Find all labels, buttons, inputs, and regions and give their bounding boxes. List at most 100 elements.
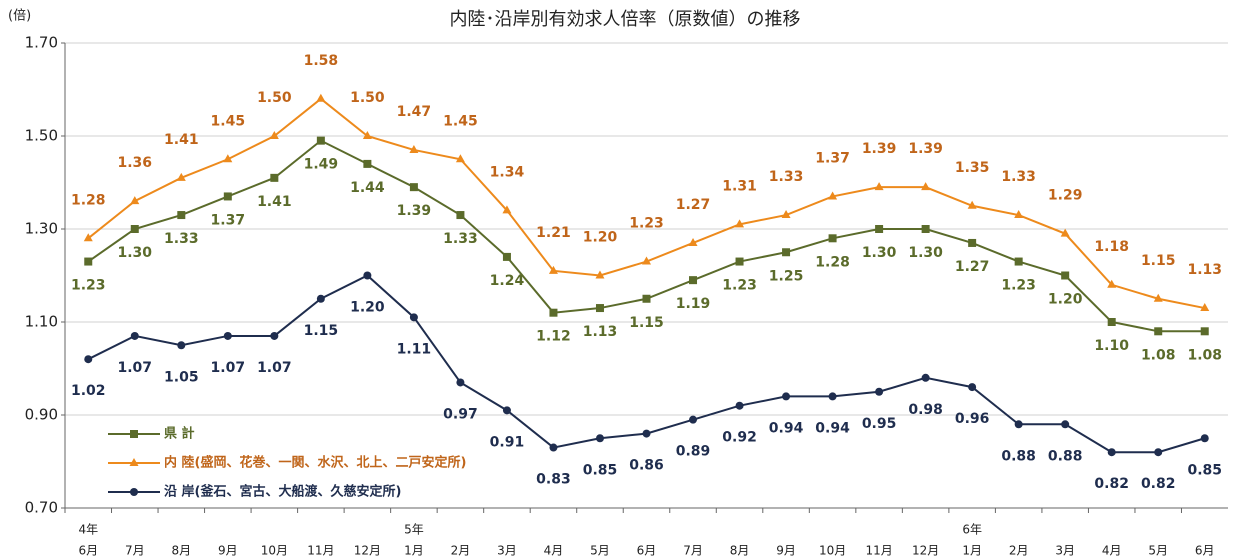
marker (409, 313, 418, 322)
value-label: 1.05 (164, 369, 199, 385)
value-label: 1.08 (1187, 347, 1222, 363)
value-label: 1.50 (350, 90, 385, 106)
marker (83, 233, 93, 242)
value-label: 0.96 (955, 411, 990, 427)
x-tick-label: 2月 (451, 544, 471, 558)
marker (595, 434, 604, 443)
marker (270, 173, 279, 182)
y-tick-label: 0.70 (25, 499, 58, 517)
marker (688, 237, 698, 246)
marker (409, 144, 419, 153)
marker (735, 219, 745, 228)
value-label: 0.94 (769, 420, 804, 436)
marker (177, 341, 186, 350)
marker (455, 154, 465, 163)
value-label: 0.89 (676, 444, 711, 460)
value-label: 1.07 (118, 360, 153, 376)
value-label: 1.50 (257, 90, 292, 106)
marker (1014, 420, 1023, 429)
value-label: 0.94 (815, 420, 850, 436)
x-tick-label: 2月 (1009, 544, 1029, 558)
marker (782, 392, 791, 401)
marker (502, 205, 512, 214)
value-label: 1.36 (118, 155, 153, 171)
marker (269, 131, 279, 139)
marker (130, 430, 138, 438)
value-label: 1.37 (211, 212, 246, 228)
marker (549, 443, 558, 452)
marker (223, 154, 233, 163)
value-label: 1.34 (490, 164, 525, 180)
marker (316, 294, 325, 303)
value-label: 1.27 (955, 259, 990, 275)
marker (130, 331, 139, 340)
marker (1154, 448, 1163, 457)
value-label: 1.23 (722, 278, 757, 294)
value-label: 1.31 (722, 178, 757, 194)
x-tick-label: 11月 (307, 544, 334, 558)
value-label: 1.18 (1094, 239, 1129, 255)
marker (130, 196, 140, 205)
value-label: 0.85 (1187, 462, 1222, 478)
marker (223, 331, 232, 340)
value-label: 1.23 (71, 278, 106, 294)
value-label: 0.88 (1048, 448, 1083, 464)
value-label: 1.23 (1001, 278, 1036, 294)
series-line (87, 97, 1205, 310)
marker (316, 136, 325, 145)
x-tick-label: 12月 (354, 544, 381, 558)
marker (735, 257, 744, 266)
marker (130, 488, 138, 496)
value-label: 0.86 (629, 458, 664, 474)
marker (1107, 448, 1116, 457)
value-label: 1.45 (443, 113, 478, 129)
value-label: 1.15 (304, 323, 339, 339)
marker (595, 270, 605, 279)
x-tick-label: 5月 (1148, 544, 1168, 558)
marker (828, 234, 837, 243)
marker (548, 265, 558, 274)
x-tick-label: 9月 (776, 544, 796, 558)
value-label: 0.83 (536, 472, 571, 488)
chart-title: 内陸･沿岸別有効求人倍率（原数値）の推移 (450, 9, 801, 30)
marker (456, 211, 465, 220)
marker (1014, 257, 1023, 266)
value-label: 1.23 (629, 216, 664, 232)
marker (1200, 434, 1209, 443)
marker (595, 304, 604, 313)
y-unit-label: (倍) (8, 9, 31, 24)
x-tick-label: 3月 (1055, 544, 1075, 558)
marker (828, 392, 837, 401)
marker (642, 429, 651, 438)
x-tick-label: 7月 (683, 544, 703, 558)
value-label: 1.28 (71, 192, 106, 208)
x-tick-label: 8月 (171, 544, 191, 558)
marker (1107, 318, 1116, 326)
value-label: 1.37 (815, 150, 850, 166)
value-label: 1.33 (164, 231, 199, 247)
marker (1200, 327, 1209, 336)
marker (130, 225, 139, 233)
value-label: 0.98 (908, 402, 943, 418)
x-tick-label: 8月 (730, 544, 750, 558)
y-tick-label: 0.90 (25, 406, 58, 424)
marker (1153, 293, 1163, 302)
x-tick-label: 12月 (912, 544, 939, 558)
value-label: 1.44 (350, 180, 385, 196)
value-label: 1.29 (1048, 188, 1083, 204)
legend-label: 内 陸(盛岡、花巻、一関、水沢、北上、二戸安定所) (164, 455, 466, 471)
value-label: 1.39 (397, 203, 432, 219)
value-label: 1.28 (815, 254, 850, 270)
value-label: 1.13 (583, 324, 618, 340)
marker (875, 387, 884, 396)
value-label: 0.97 (443, 406, 478, 422)
value-label: 1.20 (350, 300, 385, 316)
marker (1154, 327, 1163, 336)
value-label: 1.30 (118, 245, 153, 261)
value-label: 1.08 (1141, 347, 1176, 363)
marker (1200, 303, 1210, 312)
value-label: 1.13 (1187, 262, 1222, 278)
y-tick-label: 1.50 (25, 127, 58, 145)
marker (409, 183, 418, 192)
value-label: 1.24 (490, 273, 525, 289)
